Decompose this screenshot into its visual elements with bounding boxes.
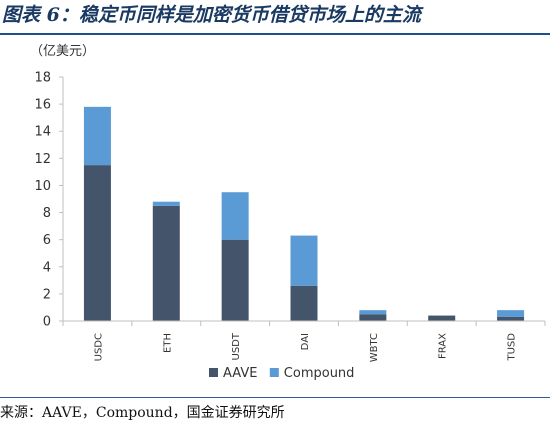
- y-tick-label: 10: [34, 179, 51, 194]
- bar-compound-eth: [152, 201, 180, 206]
- bar-aave-usdt: [221, 239, 249, 321]
- bar-compound-dai: [290, 235, 318, 286]
- y-tick-label: 16: [34, 98, 51, 113]
- bar-compound-usdt: [221, 192, 249, 240]
- bar-aave-eth: [152, 205, 180, 321]
- y-tick-label: 6: [43, 233, 51, 248]
- bar-compound-wbtc: [359, 310, 387, 315]
- x-tick-label: USDC: [93, 333, 104, 361]
- y-tick-label: 0: [43, 315, 51, 330]
- title-rule: [0, 33, 550, 35]
- bars: [83, 106, 525, 321]
- y-tick-label: 4: [43, 260, 51, 275]
- bar-aave-tusd: [497, 316, 525, 321]
- bar-compound-tusd: [497, 310, 525, 317]
- x-tick-label: USDT: [231, 332, 242, 360]
- x-tick-label: ETH: [162, 333, 173, 353]
- x-tick-label: DAI: [300, 333, 311, 350]
- y-tick-label: 18: [34, 71, 51, 86]
- y-axis: 0 2 4 6 8 10 12 14 16 18: [34, 71, 64, 330]
- legend: AAVE Compound: [209, 366, 354, 381]
- bar-aave-dai: [290, 285, 318, 321]
- legend-swatch-aave: [209, 368, 218, 377]
- x-tick-label: FRAX: [438, 333, 449, 359]
- x-tick-label: WBTC: [369, 333, 380, 362]
- y-unit-label: （亿美元）: [30, 44, 95, 59]
- y-tick-label: 14: [34, 125, 51, 140]
- stacked-bar-chart: （亿美元） 0 2 4 6 8 10 12 14 16 18 USDC ETH USDT DAI WBTC…: [30, 44, 546, 381]
- source-note: 来源：AAVE，Compound，国金证券研究所: [0, 405, 285, 421]
- legend-swatch-compound: [269, 368, 279, 377]
- x-tick-label: TUSD: [507, 333, 518, 362]
- bar-compound-usdc: [83, 106, 111, 166]
- source-rule: [0, 397, 550, 398]
- y-tick-label: 2: [43, 287, 51, 302]
- x-axis: USDC ETH USDT DAI WBTC FRAX TUSD: [62, 320, 546, 362]
- legend-label-compound: Compound: [284, 366, 355, 381]
- bar-aave-wbtc: [359, 314, 387, 321]
- legend-label-aave: AAVE: [223, 366, 257, 381]
- y-tick-label: 12: [34, 152, 51, 167]
- bar-aave-frax: [428, 315, 456, 321]
- figure-title: 图表 6：稳定币同样是加密货币借贷市场上的主流: [2, 4, 421, 26]
- bar-aave-usdc: [83, 165, 111, 321]
- y-tick-label: 8: [43, 206, 51, 221]
